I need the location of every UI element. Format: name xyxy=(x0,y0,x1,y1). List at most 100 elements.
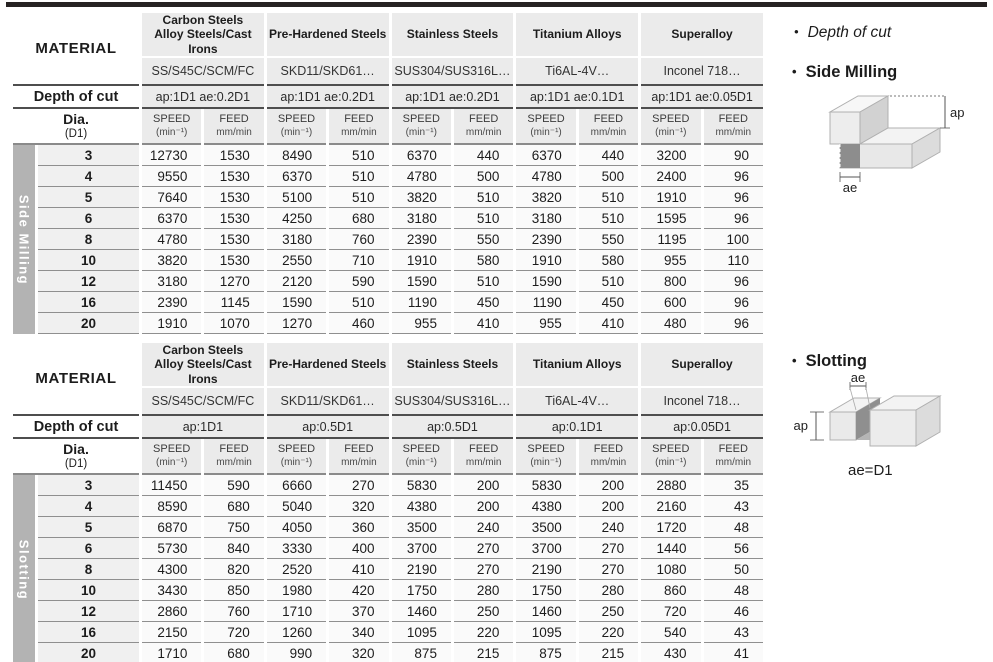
dia-value: 6 xyxy=(38,538,139,560)
speed-value: 2150 xyxy=(142,622,202,644)
material-grade: SUS304/SUS316L… xyxy=(391,388,514,415)
feed-value: 340 xyxy=(329,622,389,644)
feed-value: 320 xyxy=(329,496,389,518)
dia-value: 10 xyxy=(38,250,139,272)
cutting-conditions-table: MATERIAL Carbon Steels Alloy Steels/Cast … xyxy=(10,13,766,335)
speed-value: 4380 xyxy=(516,496,576,518)
dia-label: Dia. (D1) xyxy=(13,109,139,146)
depth-of-cut-value: ap:1D1 ae:0.2D1 xyxy=(142,84,264,110)
data-row: 5 7640 1530 5100 510 3820 510 3820 510 1910 96 xyxy=(13,187,763,209)
ae-dimension-label: ae xyxy=(843,180,857,194)
feed-value: 1070 xyxy=(204,313,264,335)
speed-value: 12730 xyxy=(142,145,202,167)
feed-value: 750 xyxy=(204,517,264,539)
material-group-name: Superalloy xyxy=(641,343,763,389)
material-grade: Inconel 718… xyxy=(641,388,763,415)
speed-value: 800 xyxy=(641,271,701,293)
slotting-heading-label: Slotting xyxy=(805,352,867,370)
feed-value: 510 xyxy=(329,166,389,188)
data-row: 6 6370 1530 4250 680 3180 510 3180 510 1595 96 xyxy=(13,208,763,230)
speed-header-label: SPEED xyxy=(153,443,191,456)
material-row: MATERIAL Carbon Steels Alloy Steels/Cast … xyxy=(13,343,763,415)
data-row: 8 4780 1530 3180 760 2390 550 2390 550 1195 100 xyxy=(13,229,763,251)
speed-value: 9550 xyxy=(142,166,202,188)
feed-value: 320 xyxy=(329,643,389,662)
material-group-name: Stainless Steels xyxy=(391,343,514,389)
speed-value: 1095 xyxy=(391,622,451,644)
dia-value: 12 xyxy=(38,601,139,623)
speed-header-label: SPEED xyxy=(527,113,565,126)
speed-header: SPEED (min⁻¹) xyxy=(266,109,327,146)
feed-value: 240 xyxy=(578,517,639,539)
feed-value: 1530 xyxy=(204,166,264,188)
dia-value: 12 xyxy=(38,271,139,293)
feed-value: 96 xyxy=(703,166,763,188)
material-row: MATERIAL Carbon Steels Alloy Steels/Cast … xyxy=(13,13,763,85)
side-milling-diagram: ap ae xyxy=(828,95,964,194)
feed-header-unit: mm/min xyxy=(715,456,752,468)
speed-value: 2860 xyxy=(142,601,202,623)
feed-value: 96 xyxy=(703,271,763,293)
depth-of-cut-value: ap:1D1 ae:0.2D1 xyxy=(391,84,514,110)
feed-value: 35 xyxy=(703,475,763,497)
depth-of-cut-value: ap:0.5D1 xyxy=(266,414,389,440)
feed-value: 200 xyxy=(578,496,639,518)
grade-row: SS/S45C/SCM/FC SKD11/SKD61… SUS304/SUS316L… xyxy=(13,388,763,415)
speed-value: 3820 xyxy=(142,250,202,272)
feed-header: FEED mm/min xyxy=(703,439,763,476)
feed-value: 96 xyxy=(703,292,763,314)
depth-of-cut-value: ap:1D1 xyxy=(142,414,264,440)
dia-value: 4 xyxy=(38,496,139,518)
speed-value: 5830 xyxy=(391,475,451,497)
feed-header-unit: mm/min xyxy=(216,456,252,468)
depth-of-cut-heading-label: Depth of cut xyxy=(807,24,892,41)
speed-value: 3180 xyxy=(516,208,576,230)
cutting-conditions-table: MATERIAL Carbon Steels Alloy Steels/Cast … xyxy=(10,343,766,662)
speed-value: 8590 xyxy=(142,496,202,518)
feed-value: 48 xyxy=(703,517,763,539)
depth-of-cut-row: Depth of cut ap:1D1 ap:0.5D1 ap:0.5D1 ap:0.1… xyxy=(13,414,763,440)
speed-value: 1710 xyxy=(266,601,327,623)
feed-value: 510 xyxy=(578,208,639,230)
speed-value: 4250 xyxy=(266,208,327,230)
side-milling-table: MATERIAL Carbon Steels Alloy Steels/Cast … xyxy=(10,13,766,335)
speed-value: 3180 xyxy=(266,229,327,251)
speed-header: SPEED (min⁻¹) xyxy=(516,439,576,476)
feed-header: FEED mm/min xyxy=(204,439,264,476)
speed-header-label: SPEED xyxy=(402,113,440,126)
speed-value: 1720 xyxy=(641,517,701,539)
speed-value: 955 xyxy=(516,313,576,335)
speed-value: 1910 xyxy=(641,187,701,209)
section-sidebar-label: Slotting xyxy=(16,539,32,600)
dia-value: 16 xyxy=(38,292,139,314)
feed-value: 90 xyxy=(703,145,763,167)
speed-value: 955 xyxy=(641,250,701,272)
speed-value: 1980 xyxy=(266,580,327,602)
speed-value: 1590 xyxy=(391,271,451,293)
speed-header: SPEED (min⁻¹) xyxy=(641,109,701,146)
dia-label: Dia. (D1) xyxy=(13,439,139,476)
feed-value: 250 xyxy=(453,601,514,623)
feed-value: 590 xyxy=(204,475,264,497)
data-row: 5 6870 750 4050 360 3500 240 3500 240 1720 48 xyxy=(13,517,763,539)
feed-value: 43 xyxy=(703,496,763,518)
feed-value: 440 xyxy=(578,145,639,167)
feed-header-unit: mm/min xyxy=(465,126,502,138)
data-row: Slotting 3 11450 590 6660 270 5830 200 5830 200 28… xyxy=(13,475,763,662)
feed-value: 270 xyxy=(453,559,514,581)
feed-value: 200 xyxy=(578,475,639,497)
speed-value: 1190 xyxy=(391,292,451,314)
feed-value: 270 xyxy=(578,559,639,581)
data-row: 10 3430 850 1980 420 1750 280 1750 280 860 48 xyxy=(13,580,763,602)
feed-header-unit: mm/min xyxy=(590,456,627,468)
speed-value: 2400 xyxy=(641,166,701,188)
speed-value: 2880 xyxy=(641,475,701,497)
feed-value: 550 xyxy=(578,229,639,251)
feed-value: 510 xyxy=(329,292,389,314)
speed-header-label: SPEED xyxy=(652,443,690,456)
grade-row: SS/S45C/SCM/FC SKD11/SKD61… SUS304/SUS316L… xyxy=(13,58,763,85)
feed-header: FEED mm/min xyxy=(703,109,763,146)
speed-value: 5730 xyxy=(142,538,202,560)
speed-value: 3820 xyxy=(391,187,451,209)
feed-value: 680 xyxy=(204,496,264,518)
